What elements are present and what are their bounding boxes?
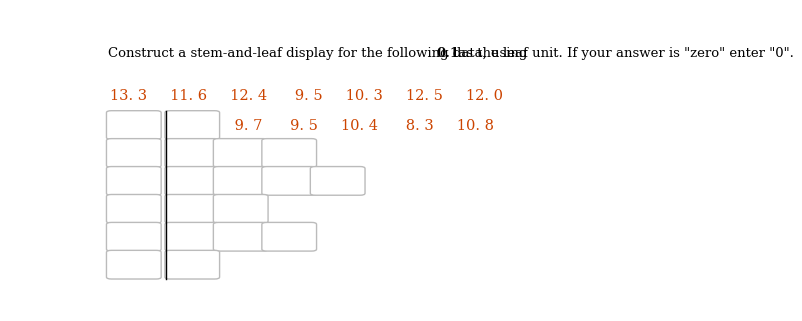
FancyBboxPatch shape [165, 139, 220, 167]
FancyBboxPatch shape [165, 167, 220, 195]
FancyBboxPatch shape [213, 167, 268, 195]
FancyBboxPatch shape [165, 111, 220, 139]
FancyBboxPatch shape [107, 222, 161, 251]
FancyBboxPatch shape [107, 195, 161, 223]
FancyBboxPatch shape [107, 250, 161, 279]
FancyBboxPatch shape [107, 167, 161, 195]
Text: 11. 3     10. 1      9. 7      9. 5     10. 4      8. 3     10. 8: 11. 3 10. 1 9. 7 9. 5 10. 4 8. 3 10. 8 [110, 119, 493, 133]
Text: as the leaf unit. If your answer is "zero" enter "0".: as the leaf unit. If your answer is "zer… [454, 47, 794, 60]
FancyBboxPatch shape [262, 222, 317, 251]
FancyBboxPatch shape [165, 250, 220, 279]
FancyBboxPatch shape [262, 139, 317, 167]
FancyBboxPatch shape [262, 167, 317, 195]
FancyBboxPatch shape [107, 139, 161, 167]
Text: 13. 3     11. 6     12. 4      9. 5     10. 3     12. 5     12. 0: 13. 3 11. 6 12. 4 9. 5 10. 3 12. 5 12. 0 [110, 89, 503, 103]
FancyBboxPatch shape [213, 195, 268, 223]
FancyBboxPatch shape [310, 167, 365, 195]
FancyBboxPatch shape [165, 222, 220, 251]
FancyBboxPatch shape [213, 222, 268, 251]
Text: 0.1: 0.1 [436, 47, 459, 60]
FancyBboxPatch shape [165, 195, 220, 223]
Text: Construct a stem-and-leaf display for the following data, using: Construct a stem-and-leaf display for th… [107, 47, 532, 60]
FancyBboxPatch shape [107, 111, 161, 139]
FancyBboxPatch shape [213, 139, 268, 167]
